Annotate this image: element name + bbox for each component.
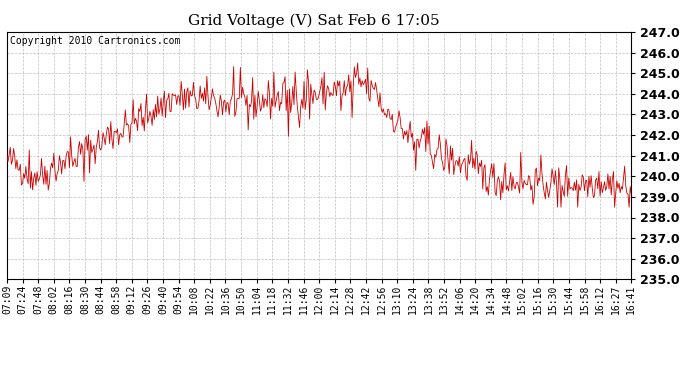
- Text: Grid Voltage (V) Sat Feb 6 17:05: Grid Voltage (V) Sat Feb 6 17:05: [188, 13, 440, 27]
- Text: Copyright 2010 Cartronics.com: Copyright 2010 Cartronics.com: [10, 36, 180, 46]
